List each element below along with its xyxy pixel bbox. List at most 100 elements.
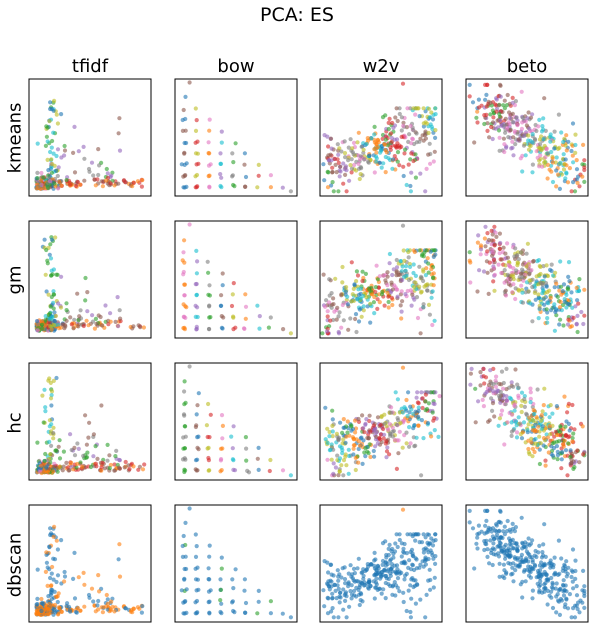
scatter-point — [539, 426, 544, 431]
scatter-point — [354, 329, 359, 335]
scatter-point — [48, 242, 53, 247]
scatter-point — [477, 268, 482, 273]
scatter-point — [333, 465, 338, 470]
scatter-point — [524, 411, 529, 416]
scatter-point — [414, 435, 419, 440]
scatter-point — [392, 283, 397, 288]
scatter-point — [537, 117, 542, 122]
scatter-point — [113, 319, 118, 324]
scatter-point — [182, 424, 187, 429]
scatter-point — [507, 116, 512, 121]
scatter-point — [105, 458, 110, 463]
scatter-point — [229, 434, 234, 439]
scatter-point — [394, 532, 399, 537]
scatter-point — [576, 301, 581, 306]
scatter-point — [328, 152, 333, 157]
scatter-point — [413, 280, 418, 285]
scatter-point — [545, 588, 551, 594]
column-title-w2v: w2v — [362, 56, 400, 77]
scatter-point — [408, 615, 413, 620]
scatter-point — [501, 136, 506, 141]
scatter-point — [502, 149, 507, 155]
scatter-point — [570, 305, 575, 310]
scatter-point — [409, 303, 414, 308]
scatter-point — [184, 184, 189, 189]
scatter-point — [574, 321, 579, 326]
scatter-point — [75, 605, 80, 611]
scatter-point — [507, 122, 512, 127]
scatter-point — [357, 157, 362, 162]
scatter-point — [528, 143, 533, 149]
scatter-point — [281, 327, 286, 332]
scatter-point — [498, 544, 503, 549]
scatter-point — [418, 597, 423, 602]
scatter-point — [49, 145, 54, 150]
scatter-point — [528, 396, 533, 401]
scatter-point — [570, 579, 575, 584]
scatter-point — [395, 397, 400, 402]
scatter-point — [341, 318, 346, 323]
scatter-point — [490, 562, 495, 568]
scatter-point — [550, 160, 556, 165]
scatter-point — [491, 115, 496, 120]
scatter-point — [43, 314, 48, 319]
scatter-point — [194, 248, 199, 253]
scatter-point — [341, 161, 346, 166]
scatter-point — [406, 390, 411, 395]
scatter-point — [492, 243, 497, 248]
scatter-point — [547, 593, 552, 598]
scatter-point — [497, 231, 502, 236]
scatter-point — [550, 582, 555, 587]
scatter-point — [542, 160, 547, 165]
scatter-point — [424, 248, 429, 253]
scatter-point — [384, 576, 389, 581]
scatter-point — [75, 179, 80, 185]
scatter-point — [361, 308, 366, 313]
scatter-point — [386, 294, 391, 299]
scatter-point — [530, 538, 535, 543]
scatter-point — [488, 112, 493, 117]
scatter-point — [196, 391, 201, 396]
scatter-point — [421, 267, 426, 272]
scatter-point — [333, 162, 338, 167]
scatter-point — [544, 263, 549, 268]
scatter-point — [574, 167, 580, 172]
scatter-point — [62, 574, 68, 579]
scatter-point — [206, 270, 211, 275]
scatter-point — [522, 394, 527, 399]
scatter-point — [399, 289, 404, 294]
scatter-point — [46, 292, 51, 297]
scatter-point — [338, 595, 343, 600]
scatter-point — [529, 268, 534, 273]
scatter-point — [187, 364, 192, 369]
scatter-point — [575, 313, 580, 318]
scatter-point — [498, 400, 503, 405]
scatter-point — [413, 175, 418, 180]
scatter-point — [526, 536, 531, 541]
scatter-point — [367, 579, 372, 584]
scatter-point — [43, 409, 48, 414]
subplot-frame — [28, 78, 152, 197]
scatter-point — [34, 612, 39, 617]
scatter-point — [326, 570, 331, 575]
scatter-point — [494, 234, 499, 239]
scatter-point — [516, 385, 521, 390]
scatter-point — [397, 106, 402, 111]
scatter-point — [41, 186, 46, 191]
scatter-point — [416, 405, 421, 410]
scatter-point — [483, 224, 488, 229]
scatter-point — [412, 249, 417, 255]
scatter-point — [377, 160, 383, 165]
scatter-point — [510, 95, 515, 100]
scatter-point — [534, 415, 539, 420]
scatter-point — [231, 458, 236, 463]
scatter-point — [49, 571, 54, 576]
scatter-point — [115, 295, 120, 300]
scatter-point — [69, 322, 74, 327]
scatter-point — [336, 189, 341, 194]
scatter-point — [135, 179, 140, 184]
scatter-point — [87, 169, 92, 174]
scatter-point — [513, 525, 519, 530]
scatter-point — [541, 436, 547, 441]
scatter-point — [514, 435, 520, 440]
